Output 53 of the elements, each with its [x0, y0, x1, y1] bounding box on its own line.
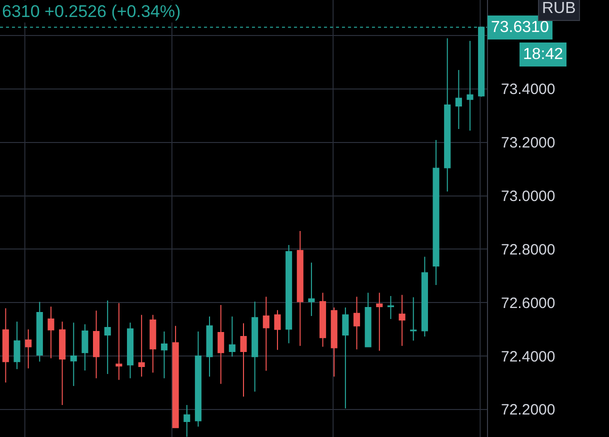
- candlestick: [466, 40, 474, 132]
- y-tick-label: 72.8000: [501, 241, 556, 258]
- candlestick: [184, 404, 190, 437]
- ref-line-label: 73.6310: [491, 19, 549, 36]
- candlestick: [432, 139, 440, 286]
- y-tick-label: 72.6000: [501, 294, 556, 312]
- candlestick: [104, 300, 111, 374]
- candlestick: [150, 314, 156, 374]
- y-tick-label: 72.2000: [501, 402, 556, 419]
- candlestick: [262, 296, 270, 372]
- candlestick: [25, 328, 32, 369]
- candlestick: [138, 314, 145, 378]
- candlestick: [206, 316, 213, 378]
- y-tick-label: 73.4000: [501, 81, 556, 98]
- candlestick: [160, 330, 168, 379]
- text: 18:42: [523, 46, 564, 63]
- candlestick: [364, 292, 372, 348]
- candlestick: [14, 321, 20, 370]
- candlestick: [342, 306, 349, 409]
- candlestick: [126, 322, 134, 379]
- y-tick-label: 73.2000: [501, 134, 556, 152]
- candlestick: [82, 324, 88, 371]
- candlestick: [376, 292, 383, 352]
- candlestick: [240, 322, 247, 398]
- candlestick: [320, 292, 326, 348]
- candlestick: [387, 295, 394, 320]
- candlestick: [172, 325, 179, 428]
- candlestick: [252, 301, 258, 392]
- candlestick: [59, 321, 66, 406]
- candlestick: [70, 322, 77, 386]
- text: RUB: [542, 0, 576, 17]
- candlestick: [444, 38, 451, 192]
- candlestick: [286, 244, 292, 344]
- candlestick: [330, 306, 338, 378]
- candlestick: [228, 316, 236, 358]
- candlestick: [116, 302, 122, 380]
- candlestick: [455, 69, 462, 130]
- candlestick: [194, 330, 202, 428]
- candlestick: [410, 296, 417, 342]
- candlestick: [421, 256, 428, 338]
- candlestick: [398, 294, 406, 346]
- candlestick: [296, 230, 304, 346]
- y-tick-label: 73.0000: [501, 188, 556, 206]
- candlestick: [36, 301, 43, 362]
- candlestick: [274, 310, 281, 350]
- candlestick: [218, 304, 224, 384]
- candlestick: [2, 308, 9, 384]
- candlestick: [92, 310, 100, 379]
- candlestick: [308, 262, 315, 316]
- annotation: 6310 +0.2526 (+0.34%): [2, 2, 181, 21]
- candlestick: [48, 306, 54, 359]
- y-tick-label: 72.4000: [501, 348, 556, 366]
- candlestick: [353, 296, 360, 350]
